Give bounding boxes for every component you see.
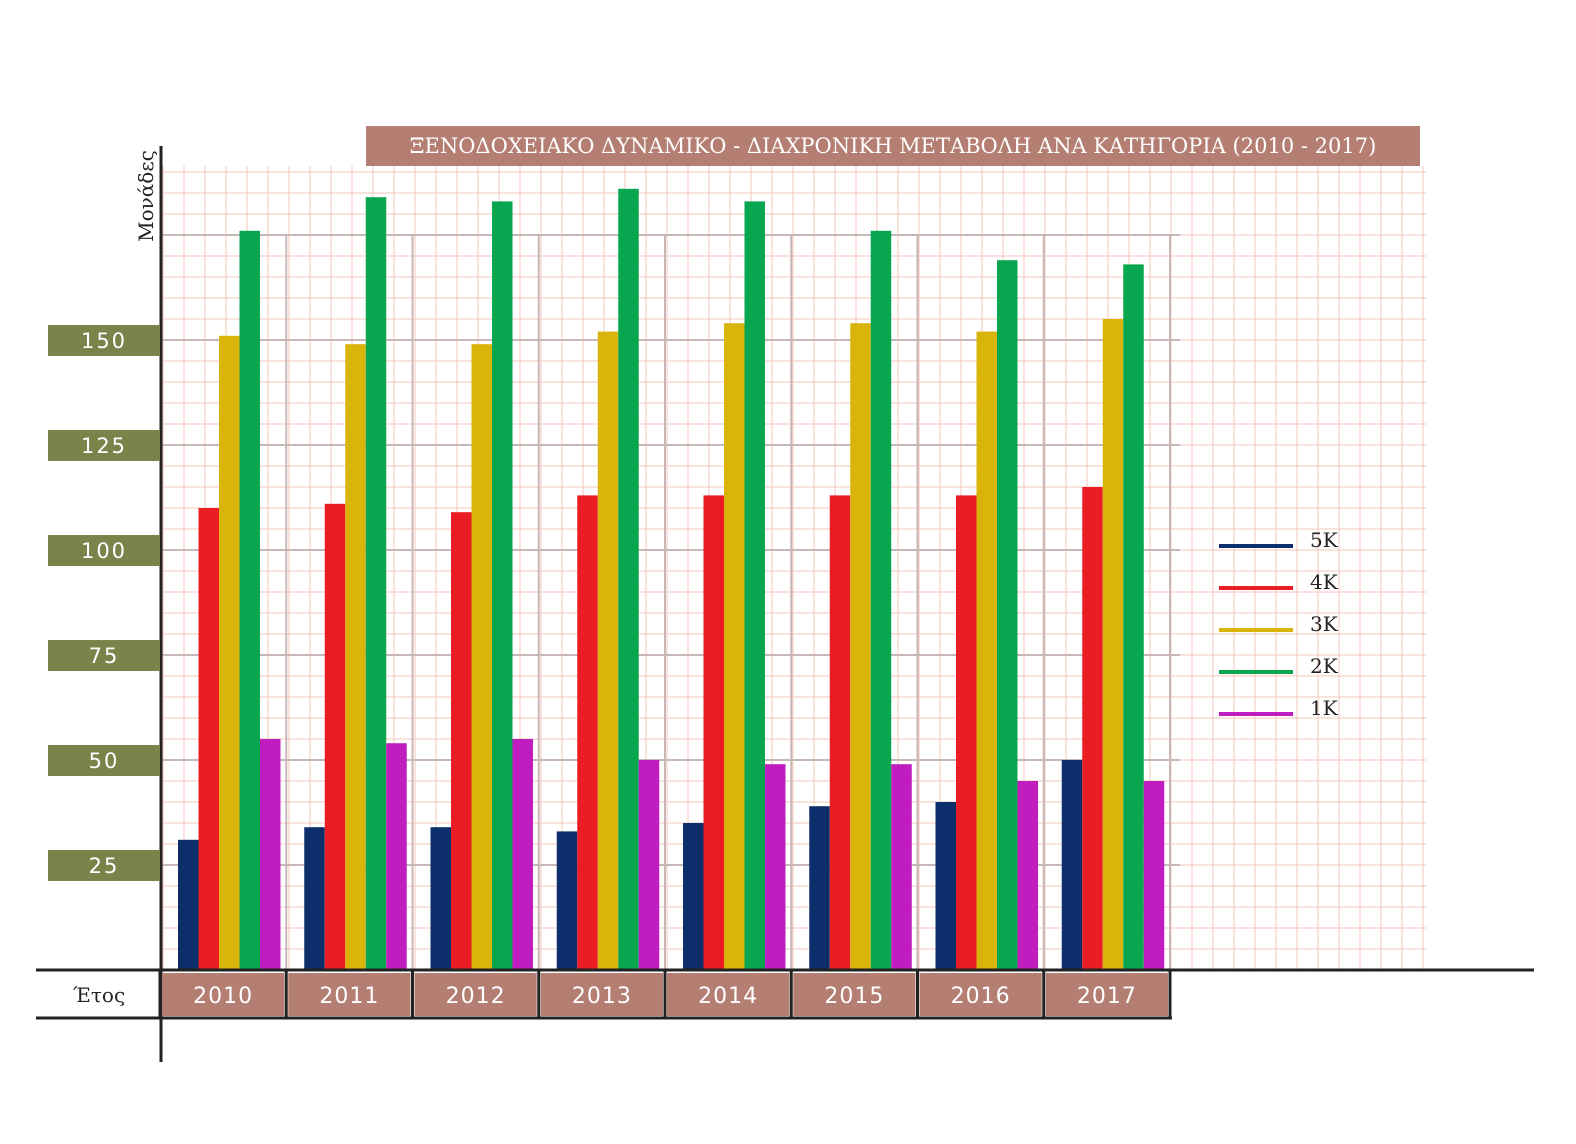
x-tick-box: [1045, 973, 1168, 1016]
bar-4k-2016: [956, 495, 977, 970]
bar-1k-2017: [1143, 781, 1165, 970]
bar-2k-2017: [1123, 264, 1144, 970]
legend-label-3k: 3K: [1310, 612, 1339, 636]
y-tick-label: 50: [89, 749, 120, 773]
bar-2k-2016: [997, 260, 1018, 970]
bar-5k-2012: [430, 827, 451, 970]
bar-4k-2012: [451, 512, 472, 970]
bar-4k-2017: [1082, 487, 1103, 970]
bar-3k-2015: [850, 323, 871, 970]
x-tick-box: [540, 973, 663, 1016]
legend-label-4k: 4K: [1310, 570, 1339, 594]
bar-1k-2011: [386, 743, 407, 970]
y-tick-label: 25: [89, 854, 120, 878]
bar-3k-2010: [219, 335, 240, 970]
bar-5k-2017: [1061, 760, 1083, 970]
bar-3k-2014: [724, 323, 745, 970]
x-tick-box: [414, 973, 537, 1016]
bar-2k-2013: [618, 188, 639, 971]
bar-1k-2010: [260, 739, 281, 970]
x-tick-label: 2013: [572, 984, 632, 1009]
bar-2k-2014: [744, 201, 765, 970]
y-tick-label: 100: [81, 539, 127, 563]
bar-3k-2017: [1102, 319, 1124, 970]
y-tick-box: [48, 535, 160, 566]
bar-5k-2014: [683, 823, 704, 970]
x-tick-box: [288, 973, 411, 1016]
bar-5k-2010: [178, 839, 199, 970]
bar-1k-2014: [765, 764, 786, 970]
bar-4k-2014: [703, 495, 724, 970]
y-tick-box: [48, 430, 160, 461]
bar-5k-2011: [304, 827, 325, 970]
x-tick-label: 2015: [824, 984, 884, 1009]
x-tick-box: [919, 973, 1042, 1016]
x-tick-label: 2011: [319, 984, 379, 1009]
x-tick-box: [667, 973, 790, 1016]
bar-1k-2012: [512, 739, 533, 970]
x-tick-box: [793, 973, 916, 1016]
legend-label-2k: 2K: [1310, 654, 1339, 678]
bar-5k-2016: [935, 802, 956, 970]
bar-5k-2013: [556, 831, 578, 970]
bar-4k-2011: [324, 503, 346, 970]
bar-2k-2011: [365, 197, 387, 970]
x-tick-label: 2012: [446, 984, 506, 1009]
y-tick-box: [48, 325, 160, 356]
x-tick-label: 2014: [698, 984, 758, 1009]
x-tick-box: [162, 973, 285, 1016]
chart-title: ΞΕΝΟΔΟΧΕΙΑΚΟ ΔΥΝΑΜΙΚΟ - ΔΙΑΧΡΟΝΙΚΗ ΜΕΤΑΒ…: [366, 126, 1420, 166]
bar-1k-2016: [1017, 781, 1038, 970]
bar-3k-2012: [471, 344, 492, 970]
bar-3k-2016: [976, 331, 997, 971]
bar-1k-2013: [638, 760, 660, 970]
bar-5k-2015: [809, 806, 830, 970]
bar-2k-2015: [870, 230, 892, 971]
bar-4k-2010: [198, 508, 219, 970]
y-tick-box: [48, 850, 160, 881]
bar-3k-2011: [345, 344, 366, 970]
bar-3k-2013: [597, 331, 619, 971]
x-axis-label: Έτος: [72, 983, 126, 1007]
y-tick-box: [48, 745, 160, 776]
bar-1k-2015: [891, 764, 912, 970]
y-tick-label: 150: [81, 329, 127, 353]
x-tick-label: 2017: [1077, 984, 1137, 1009]
legend-label-5k: 5K: [1310, 528, 1339, 552]
bar-4k-2015: [829, 495, 851, 970]
bar-2k-2010: [239, 230, 260, 971]
legend-label-1k: 1K: [1310, 696, 1339, 720]
y-tick-label: 75: [89, 644, 120, 668]
y-tick-box: [48, 640, 160, 671]
x-tick-label: 2010: [193, 984, 253, 1009]
y-tick-label: 125: [81, 434, 127, 458]
bar-4k-2013: [577, 495, 598, 970]
bar-2k-2012: [492, 201, 513, 970]
x-tick-label: 2016: [951, 984, 1011, 1009]
